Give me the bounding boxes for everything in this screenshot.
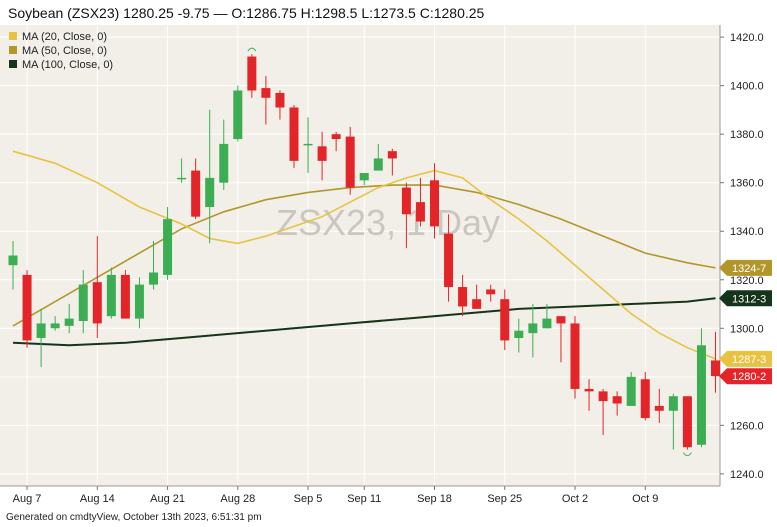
candle-body [8, 255, 18, 266]
watermark-text: ZSX23, 1 Day [276, 202, 500, 243]
candle-body [514, 330, 524, 338]
candle-body [345, 136, 355, 188]
candle-body [542, 318, 552, 329]
legend-label: MA (100, Close, 0) [22, 59, 113, 71]
legend-swatch [9, 60, 17, 68]
candle-body [682, 396, 692, 448]
price-badge-label: 1287-3 [732, 354, 766, 366]
y-tick-label: 1320.0 [730, 275, 764, 287]
candle-body [219, 143, 229, 183]
candle-body [289, 107, 299, 161]
x-axis-panel [0, 486, 720, 511]
candle-body [149, 272, 158, 285]
candle-body [444, 233, 454, 288]
x-tick-label: Sep 18 [417, 493, 452, 505]
candle-body [640, 379, 650, 419]
candle-body [654, 405, 664, 411]
candle-body [458, 287, 468, 307]
price-chart[interactable]: ZSX23, 1 Day1240.01260.01280.01300.01320… [0, 25, 777, 511]
x-tick-label: Sep 25 [487, 493, 522, 505]
x-tick-label: Aug 28 [220, 493, 255, 505]
candle-body [191, 170, 201, 217]
candle-body [612, 396, 622, 404]
candle-body [331, 134, 341, 140]
y-tick-label: 1240.0 [730, 469, 764, 481]
chart-title: Soybean (ZSX23) 1280.25 -9.75 — O:1286.7… [8, 5, 485, 21]
y-tick-label: 1340.0 [730, 226, 764, 238]
candle-body [50, 323, 60, 329]
candle-body [584, 388, 594, 392]
high-marker [247, 47, 257, 52]
footer-note: Generated on cmdtyView, October 13th 202… [6, 512, 262, 523]
x-tick-label: Aug 21 [150, 493, 185, 505]
candle-body [486, 289, 496, 295]
low-marker [682, 452, 692, 457]
candle-body [134, 284, 144, 319]
candle-body [275, 92, 285, 108]
x-tick-label: Sep 11 [347, 493, 381, 505]
candle-body [163, 219, 173, 275]
y-tick-label: 1420.0 [730, 32, 764, 44]
x-tick-label: Aug 7 [13, 493, 42, 505]
candle-body [261, 88, 271, 98]
candle-body [387, 151, 397, 159]
price-chart-svg[interactable]: ZSX23, 1 Day1240.01260.01280.01300.01320… [0, 25, 777, 511]
candle-body [401, 187, 411, 215]
price-badge [719, 259, 772, 276]
legend-swatch [9, 46, 17, 54]
candle-body [668, 396, 678, 411]
candle-body [415, 202, 425, 222]
legend-label: MA (50, Close, 0) [22, 45, 107, 57]
price-badge [719, 368, 772, 385]
y-tick-label: 1360.0 [730, 178, 764, 190]
candle-body [22, 274, 32, 341]
candle-body [106, 274, 116, 317]
candle-body [500, 299, 510, 341]
candle-body [598, 391, 608, 402]
price-badge [719, 350, 772, 367]
candle-body [626, 376, 636, 406]
candle-body [233, 90, 243, 140]
ma50-line [12, 184, 716, 327]
legend-swatch [9, 32, 17, 40]
x-tick-label: Oct 2 [562, 493, 588, 505]
candle-body [528, 323, 538, 334]
candle-body [36, 323, 46, 338]
candle-body [317, 146, 327, 161]
y-tick-label: 1260.0 [730, 420, 764, 432]
x-tick-label: Aug 14 [80, 493, 115, 505]
candle-body [570, 323, 580, 389]
plot-background [0, 25, 720, 486]
y-tick-label: 1380.0 [730, 129, 764, 141]
chart-header: Soybean (ZSX23) 1280.25 -9.75 — O:1286.7… [0, 0, 777, 24]
candle-body [430, 180, 439, 227]
y-tick-label: 1300.0 [730, 323, 764, 335]
legend-label: MA (20, Close, 0) [22, 31, 107, 43]
candle-body [696, 345, 706, 445]
candle-body [247, 56, 257, 91]
candle-body [64, 318, 74, 326]
price-badge-label: 1312-3 [732, 293, 766, 305]
candle-body [78, 284, 88, 322]
candle-body [92, 282, 102, 324]
candle-body [373, 158, 383, 171]
candle-body [303, 143, 313, 146]
candle-body [205, 177, 215, 207]
candle-body [711, 360, 720, 377]
candle-body [472, 299, 482, 309]
candle-body [177, 177, 187, 180]
ma100-line [12, 297, 716, 347]
candle-body [556, 316, 566, 324]
x-tick-label: Oct 9 [632, 493, 658, 505]
price-badge [719, 290, 772, 307]
price-badge-label: 1280-2 [732, 371, 766, 383]
candle-body [359, 173, 369, 181]
ma20-line [12, 150, 716, 360]
x-tick-label: Sep 5 [294, 493, 323, 505]
candle-body [120, 274, 130, 319]
price-badge-label: 1324-7 [732, 263, 766, 275]
y-tick-label: 1400.0 [730, 81, 764, 93]
